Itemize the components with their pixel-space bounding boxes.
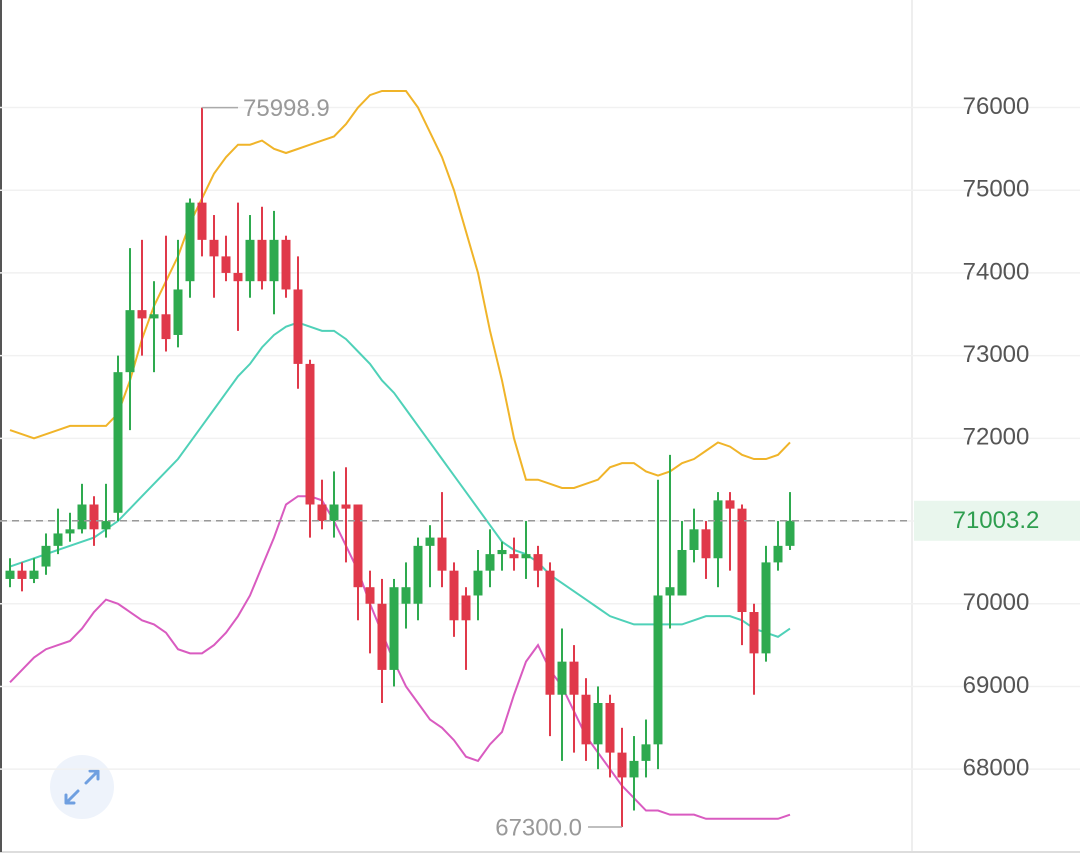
candle-body [521,554,531,559]
candle-body [353,504,363,588]
candle-body [53,533,63,546]
candle-body [485,554,495,571]
candle-body [161,314,171,340]
candle-body [365,587,375,604]
candle-body [149,314,159,319]
candle-body [77,504,87,530]
candle-body [689,529,699,550]
expand-icon[interactable] [64,769,100,805]
candle-body [401,587,411,604]
candle-body [173,289,183,335]
low-label: 67300.0 [495,814,582,841]
candle-body [545,570,555,695]
candle-body [677,549,687,596]
candle-body [761,562,771,654]
candle-body [461,595,471,621]
candle-body [605,702,615,753]
candle-body [65,529,75,534]
candle-body [581,694,591,745]
candle-body [101,521,111,530]
candle-body [293,289,303,364]
candle-body [29,570,39,579]
candle-body [389,587,399,670]
candle-body [473,570,483,596]
candle-body [641,744,651,761]
candle-body [89,504,99,530]
candle-body [569,661,579,695]
candle-body [557,661,567,695]
candle-body [725,500,735,509]
y-tick-label: 72000 [963,424,1030,451]
candle-body [221,256,231,273]
candle-body [653,595,663,745]
candle-body [305,363,315,505]
y-tick-label: 74000 [963,258,1030,285]
candle-body [281,239,291,290]
candle-body [341,504,351,509]
candle-body [713,500,723,559]
candle-body [749,612,759,654]
last-price-label: 71003.2 [953,507,1040,534]
candle-body [137,310,147,319]
candle-body [593,702,603,745]
candle-body [125,310,135,373]
candle-body [233,272,243,282]
candle-body [257,239,267,282]
candle-body [269,239,279,282]
candle-body [377,603,387,670]
band-line [9,89,791,489]
candle-body [509,554,519,559]
candle-body [449,570,459,621]
candle-body [665,587,675,596]
candle-body [617,752,627,778]
candle-body [317,504,327,522]
candle-body [5,570,15,579]
y-tick-label: 75000 [963,176,1030,203]
candle-body [329,504,339,522]
candle-body [413,545,423,604]
expand-button[interactable] [50,755,114,819]
candle-body [209,239,219,257]
candle-body [629,760,639,778]
candle-body [17,570,27,579]
y-tick-label: 70000 [963,589,1030,616]
candle-body [737,508,747,613]
candle-body [245,239,255,282]
candle-body [41,545,51,567]
candle-body [773,545,783,563]
candle-body [185,202,195,282]
candle-body [701,529,711,559]
candle-body [437,537,447,571]
candle-body [497,549,507,555]
candle-body [113,372,123,513]
y-tick-label: 68000 [963,755,1030,782]
y-tick-label: 76000 [963,93,1030,120]
candle-body [785,520,795,546]
high-label: 75998.9 [243,95,330,122]
candle-body [533,554,543,571]
y-tick-label: 69000 [963,672,1030,699]
band-line [9,495,791,820]
last-price-box [914,500,1080,541]
candle-body [425,537,435,546]
y-tick-label: 73000 [963,341,1030,368]
expand-circle[interactable] [50,755,114,819]
candle-body [197,202,207,240]
